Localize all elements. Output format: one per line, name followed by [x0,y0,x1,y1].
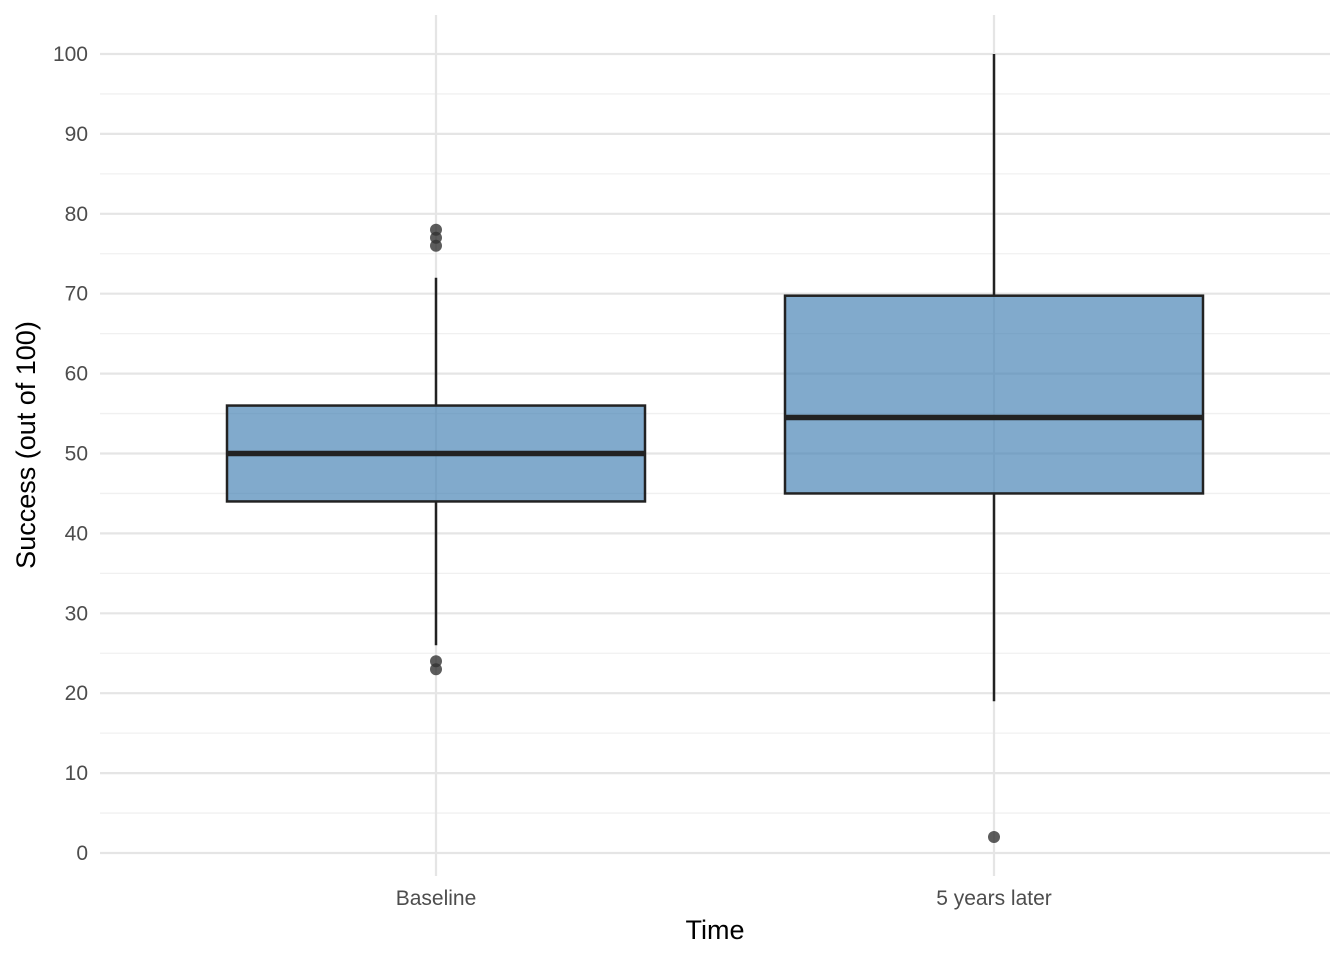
y-tick-label: 80 [65,203,88,226]
y-tick-label: 70 [65,283,88,306]
y-tick-label: 0 [76,842,88,865]
y-axis-tick-labels: 0 10 20 30 40 50 60 70 80 90 100 [53,43,88,865]
y-tick-label: 30 [65,602,88,625]
x-axis-tick-labels: Baseline 5 years later [396,887,1052,910]
box-baseline [225,223,647,676]
x-axis-title: Time [686,915,745,945]
x-tick-label: Baseline [396,887,477,910]
grid-major-lines [100,52,1330,855]
y-tick-label: 90 [65,123,88,146]
box-five-years-later [783,54,1205,844]
box-series [225,54,1205,844]
outlier-point [988,831,1000,844]
y-tick-label: 50 [65,443,88,466]
y-tick-label: 100 [53,43,88,66]
y-tick-label: 60 [65,363,88,386]
x-tick-label: 5 years later [936,887,1052,910]
y-tick-label: 20 [65,682,88,705]
box-iqr [783,294,1205,495]
y-tick-label: 10 [65,762,88,785]
y-axis-title: Success (out of 100) [11,321,41,569]
outlier-point [430,655,442,668]
outlier-point [430,223,442,236]
y-tick-label: 40 [65,522,88,545]
